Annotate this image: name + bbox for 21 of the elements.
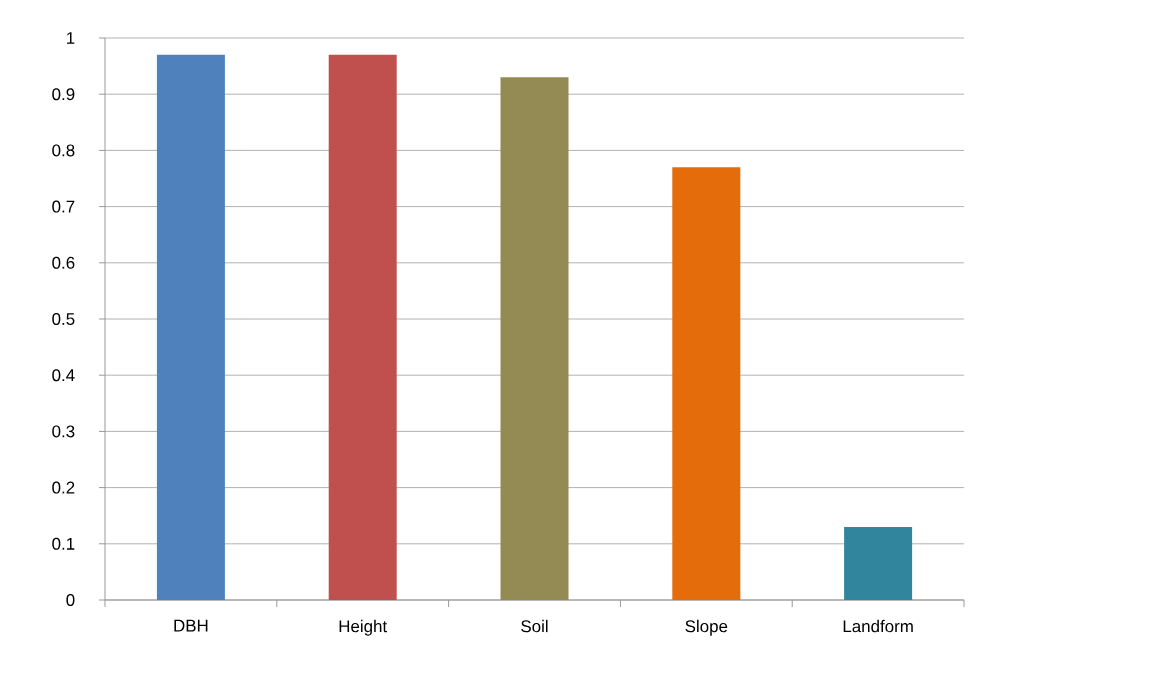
x-tick-label: Height (339, 619, 388, 636)
x-tick-label: Soil (521, 619, 548, 633)
y-tick-label: 0 (66, 594, 75, 606)
y-tick-label: 0.2 (52, 481, 75, 494)
x-tick-label: Slope (685, 619, 728, 636)
y-tick-label: 0.3 (52, 425, 75, 438)
y-tick-label: 0.1 (52, 537, 75, 550)
y-tick-label: 1 (67, 32, 75, 44)
y-tick-label: 0.6 (52, 256, 75, 269)
y-tick-label: 0.4 (52, 369, 75, 382)
bar (500, 77, 569, 600)
x-tick-label: Landform (843, 619, 913, 633)
bar (672, 167, 741, 600)
y-tick-label: 0.7 (52, 200, 75, 213)
x-tick-label: DBH (174, 619, 208, 632)
bar (844, 526, 913, 600)
y-tick-label: 0.8 (52, 144, 75, 157)
bar (156, 54, 225, 600)
bar (328, 54, 397, 600)
y-tick-label: 0.9 (52, 88, 75, 101)
y-tick-label: 0.5 (52, 313, 75, 325)
